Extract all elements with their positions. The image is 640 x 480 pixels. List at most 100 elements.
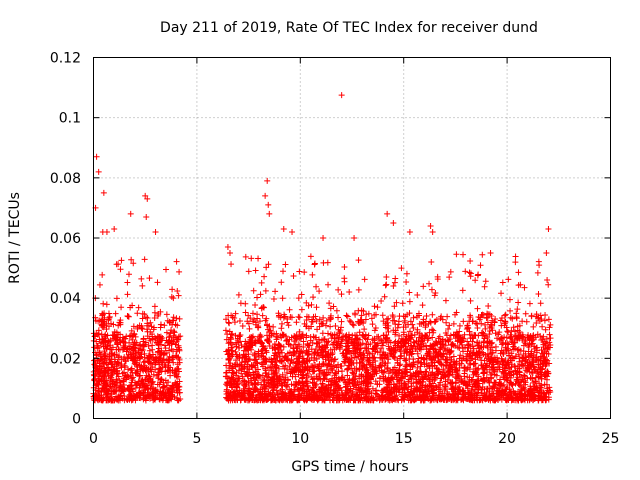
data-point bbox=[390, 282, 397, 289]
data-point bbox=[254, 315, 261, 322]
data-point bbox=[461, 331, 468, 338]
data-point bbox=[535, 361, 542, 368]
data-point bbox=[458, 341, 465, 348]
data-point bbox=[154, 381, 161, 388]
data-point bbox=[134, 310, 141, 317]
data-point bbox=[537, 332, 544, 339]
data-point bbox=[250, 374, 257, 381]
data-point bbox=[111, 225, 118, 232]
data-point bbox=[313, 283, 320, 290]
data-point bbox=[288, 314, 295, 321]
data-point bbox=[475, 342, 482, 349]
data-point bbox=[443, 319, 450, 326]
data-point bbox=[314, 326, 321, 333]
data-point bbox=[535, 389, 542, 396]
data-point bbox=[361, 352, 368, 359]
y-axis-label: ROTI / TECUs bbox=[7, 192, 23, 284]
data-point bbox=[330, 397, 337, 404]
data-point bbox=[124, 313, 131, 320]
data-point bbox=[252, 340, 259, 347]
data-point bbox=[437, 375, 444, 382]
data-point bbox=[325, 338, 332, 345]
data-point bbox=[327, 316, 334, 323]
data-point bbox=[415, 310, 422, 317]
data-point bbox=[542, 311, 549, 318]
data-point bbox=[497, 317, 504, 324]
data-point bbox=[378, 345, 385, 352]
data-point bbox=[338, 324, 345, 331]
data-point bbox=[118, 356, 125, 363]
data-point bbox=[395, 318, 402, 325]
data-point bbox=[467, 297, 474, 304]
data-point bbox=[383, 273, 390, 280]
data-point bbox=[443, 359, 450, 366]
data-point bbox=[274, 354, 281, 361]
data-point bbox=[273, 333, 280, 340]
data-point bbox=[149, 385, 156, 392]
data-point bbox=[312, 382, 319, 389]
data-point bbox=[430, 350, 437, 357]
data-point bbox=[447, 268, 454, 275]
data-point bbox=[348, 355, 355, 362]
data-point bbox=[93, 153, 100, 160]
data-point bbox=[245, 312, 252, 319]
data-point bbox=[229, 330, 236, 337]
data-point bbox=[97, 360, 104, 367]
data-point bbox=[143, 213, 150, 220]
data-point bbox=[177, 333, 184, 340]
data-point bbox=[149, 346, 156, 353]
data-point bbox=[372, 324, 379, 331]
data-point bbox=[467, 273, 474, 280]
data-point bbox=[320, 314, 327, 321]
data-point bbox=[261, 273, 268, 280]
data-point bbox=[356, 375, 363, 382]
data-point bbox=[299, 375, 306, 382]
data-point bbox=[290, 273, 297, 280]
data-point bbox=[541, 359, 548, 366]
data-point bbox=[378, 354, 385, 361]
data-point bbox=[234, 336, 241, 343]
data-point bbox=[522, 337, 529, 344]
data-point bbox=[345, 365, 352, 372]
data-point bbox=[362, 344, 369, 351]
data-point bbox=[169, 286, 176, 293]
data-point bbox=[255, 255, 262, 262]
data-point bbox=[534, 368, 541, 375]
data-point bbox=[545, 316, 552, 323]
data-point bbox=[415, 373, 422, 380]
data-point bbox=[94, 331, 101, 338]
data-point bbox=[112, 310, 119, 317]
data-point bbox=[515, 299, 522, 306]
data-point bbox=[296, 328, 303, 335]
data-point bbox=[463, 325, 470, 332]
data-point bbox=[130, 323, 137, 330]
data-point bbox=[338, 92, 345, 99]
data-point bbox=[402, 313, 409, 320]
x-tick-label: 5 bbox=[192, 431, 201, 447]
data-point bbox=[498, 355, 505, 362]
data-point bbox=[263, 264, 270, 271]
chart-title: Day 211 of 2019, Rate Of TEC Index for r… bbox=[160, 20, 538, 36]
data-point bbox=[450, 353, 457, 360]
data-point bbox=[419, 302, 426, 309]
data-point bbox=[365, 332, 372, 339]
data-point bbox=[322, 322, 329, 329]
data-point bbox=[268, 365, 275, 372]
data-point bbox=[355, 286, 362, 293]
data-point bbox=[174, 287, 181, 294]
data-point bbox=[278, 349, 285, 356]
data-point bbox=[295, 295, 302, 302]
data-point bbox=[228, 261, 235, 268]
data-point bbox=[540, 333, 547, 340]
data-point bbox=[236, 318, 243, 325]
data-point bbox=[158, 321, 165, 328]
data-point bbox=[96, 281, 103, 288]
data-point bbox=[373, 387, 380, 394]
data-point bbox=[365, 310, 372, 317]
data-point bbox=[282, 261, 289, 268]
data-point bbox=[352, 311, 359, 318]
data-point bbox=[343, 312, 350, 319]
data-point bbox=[144, 328, 151, 335]
data-point bbox=[406, 298, 413, 305]
data-point bbox=[526, 352, 533, 359]
